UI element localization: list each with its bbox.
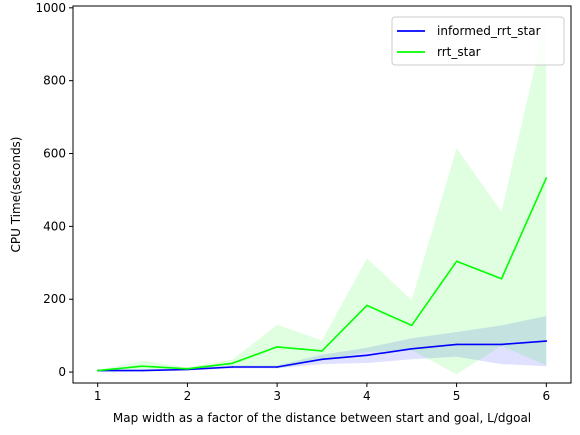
data-point-rrt-star [231,362,234,365]
data-point-informed-rrt-star [321,358,323,361]
y-tick-label: 0 [58,365,66,379]
band-rrt-star [97,16,547,375]
data-point-rrt-star [366,304,368,307]
bands-layer [97,16,547,375]
x-tick-label: 3 [273,389,281,403]
data-point-informed-rrt-star [366,354,368,357]
band-informed-rrt-star [97,316,547,372]
data-point-informed-rrt-star [276,366,278,368]
y-tick-label: 200 [43,292,66,306]
data-point-rrt-star [321,350,323,352]
data-point-rrt-star [186,368,189,370]
y-tick-label: 400 [43,219,66,233]
y-axis: 0 200 400 600 800 1000 [35,1,73,379]
data-point-informed-rrt-star [410,348,413,350]
data-point-informed-rrt-star [141,369,144,372]
x-tick-label: 1 [94,389,102,403]
x-axis-label: Map width as a factor of the distance be… [113,411,531,425]
x-tick-label: 4 [363,389,371,403]
data-point-rrt-star [141,365,144,368]
data-point-rrt-star [455,260,458,263]
data-point-informed-rrt-star [500,343,503,346]
data-point-informed-rrt-star [545,340,548,342]
data-point-informed-rrt-star [231,366,234,368]
x-tick-label: 6 [543,389,551,403]
y-tick-label: 600 [43,147,66,161]
x-tick-label: 2 [184,389,192,403]
legend-box [391,16,565,66]
y-tick-label: 1000 [35,1,66,15]
y-tick-label: 800 [43,74,66,88]
legend-label-informed-rrt-star: informed_rrt_star [437,24,541,38]
x-axis: 1 2 3 4 5 6 [94,383,550,403]
x-tick-label: 5 [453,389,461,403]
data-point-rrt-star [410,324,413,327]
data-point-rrt-star [545,177,548,179]
lines-layer [96,177,548,372]
data-point-rrt-star [500,278,503,280]
data-point-informed-rrt-star [455,343,458,346]
legend-label-rrt-star: rrt_star [437,45,481,59]
plot-frame [72,5,572,384]
legend: informed_rrt_star rrt_star [391,16,565,66]
data-point-rrt-star [96,369,99,372]
data-point-rrt-star [276,346,278,348]
y-axis-label: CPU Time(seconds) [9,137,23,253]
